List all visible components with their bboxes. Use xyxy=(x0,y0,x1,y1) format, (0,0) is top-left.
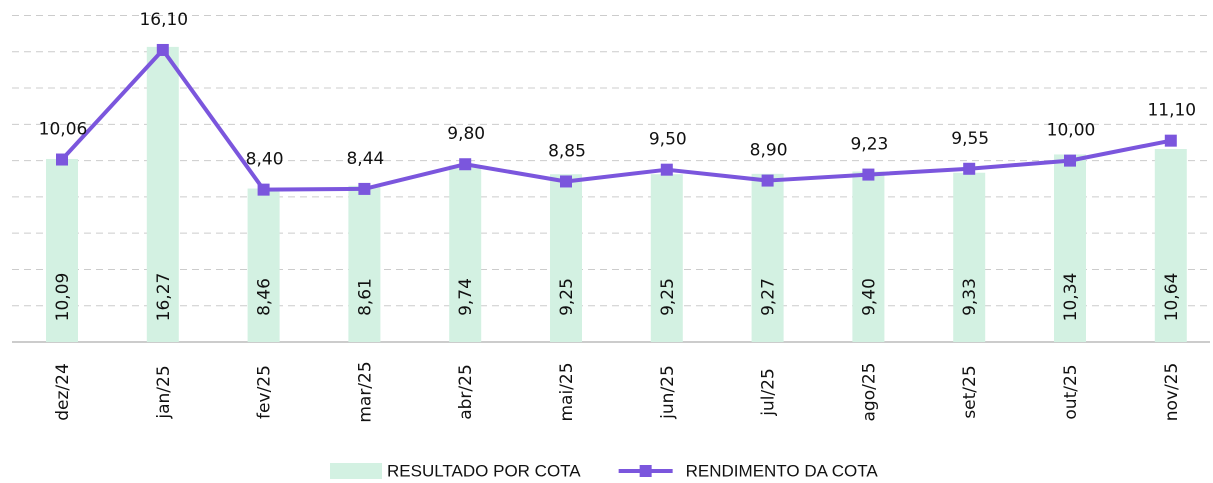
legend-label: RESULTADO POR COTA xyxy=(387,461,581,480)
bar-value-label: 10,34 xyxy=(1061,273,1081,322)
x-tick-label: jun/25 xyxy=(658,365,678,420)
bar-value-label: 9,74 xyxy=(456,278,476,316)
bar xyxy=(146,46,179,342)
x-tick-label: ago/25 xyxy=(859,363,879,422)
x-tick-label: abr/25 xyxy=(456,364,476,420)
bar-value-label: 9,33 xyxy=(960,278,980,316)
line-marker xyxy=(660,163,673,176)
bar xyxy=(650,174,683,342)
line-marker xyxy=(1064,154,1076,167)
bar xyxy=(1054,154,1086,342)
bar-value-label: 10,64 xyxy=(1162,273,1182,322)
line-marker xyxy=(459,158,472,171)
line-value-label: 9,55 xyxy=(951,129,989,149)
bar xyxy=(852,171,885,342)
line-marker xyxy=(1164,134,1177,147)
line-marker xyxy=(963,162,976,175)
bar xyxy=(953,172,986,342)
line-marker xyxy=(56,153,68,166)
bar xyxy=(46,158,78,342)
legend-swatch xyxy=(639,465,652,477)
line-value-label: 8,44 xyxy=(346,149,384,169)
x-tick-label: mar/25 xyxy=(355,361,375,422)
line-value-label: 16,10 xyxy=(139,10,188,30)
bar-value-label: 9,40 xyxy=(859,278,879,316)
line-value-label: 8,40 xyxy=(246,150,284,170)
bar-value-label: 9,25 xyxy=(658,278,678,316)
x-tick-label: jan/25 xyxy=(154,365,174,419)
bar-value-label: 9,27 xyxy=(759,278,779,316)
line-value-label: 10,06 xyxy=(39,120,88,140)
line-value-label: 9,80 xyxy=(447,124,485,144)
line-value-label: 9,50 xyxy=(649,130,687,150)
bar xyxy=(550,174,582,342)
x-tick-label: dez/24 xyxy=(53,363,73,421)
line-marker xyxy=(560,175,572,188)
line-value-label: 8,90 xyxy=(750,141,788,161)
bar-value-label: 16,27 xyxy=(154,273,174,322)
line-marker xyxy=(358,182,371,195)
bar-value-label: 9,25 xyxy=(557,278,577,316)
legend-swatch xyxy=(330,463,382,479)
legend-label: RENDIMENTO DA COTA xyxy=(686,461,879,480)
line-marker xyxy=(257,183,270,196)
x-tick-label: fev/25 xyxy=(255,365,275,419)
line-marker xyxy=(862,168,875,181)
bar xyxy=(247,188,280,342)
bar-value-label: 8,46 xyxy=(255,278,275,316)
bar xyxy=(1154,149,1187,342)
line-marker xyxy=(761,174,774,187)
line-value-label: 9,23 xyxy=(850,135,888,155)
x-tick-label: set/25 xyxy=(960,365,980,418)
line-marker xyxy=(156,43,169,56)
bar xyxy=(449,165,482,342)
bar-value-label: 8,61 xyxy=(355,278,375,316)
line-value-label: 11,10 xyxy=(1147,101,1196,121)
bar-value-label: 10,09 xyxy=(53,273,73,322)
x-tick-label: mai/25 xyxy=(557,362,577,421)
line-value-label: 8,85 xyxy=(548,141,586,161)
line-value-label: 10,00 xyxy=(1047,121,1096,141)
line xyxy=(60,47,1172,192)
x-tick-label: jul/25 xyxy=(759,368,779,417)
bar xyxy=(751,173,784,342)
x-tick-label: out/25 xyxy=(1061,364,1081,419)
x-tick-label: nov/25 xyxy=(1162,363,1182,422)
bar xyxy=(348,185,381,342)
